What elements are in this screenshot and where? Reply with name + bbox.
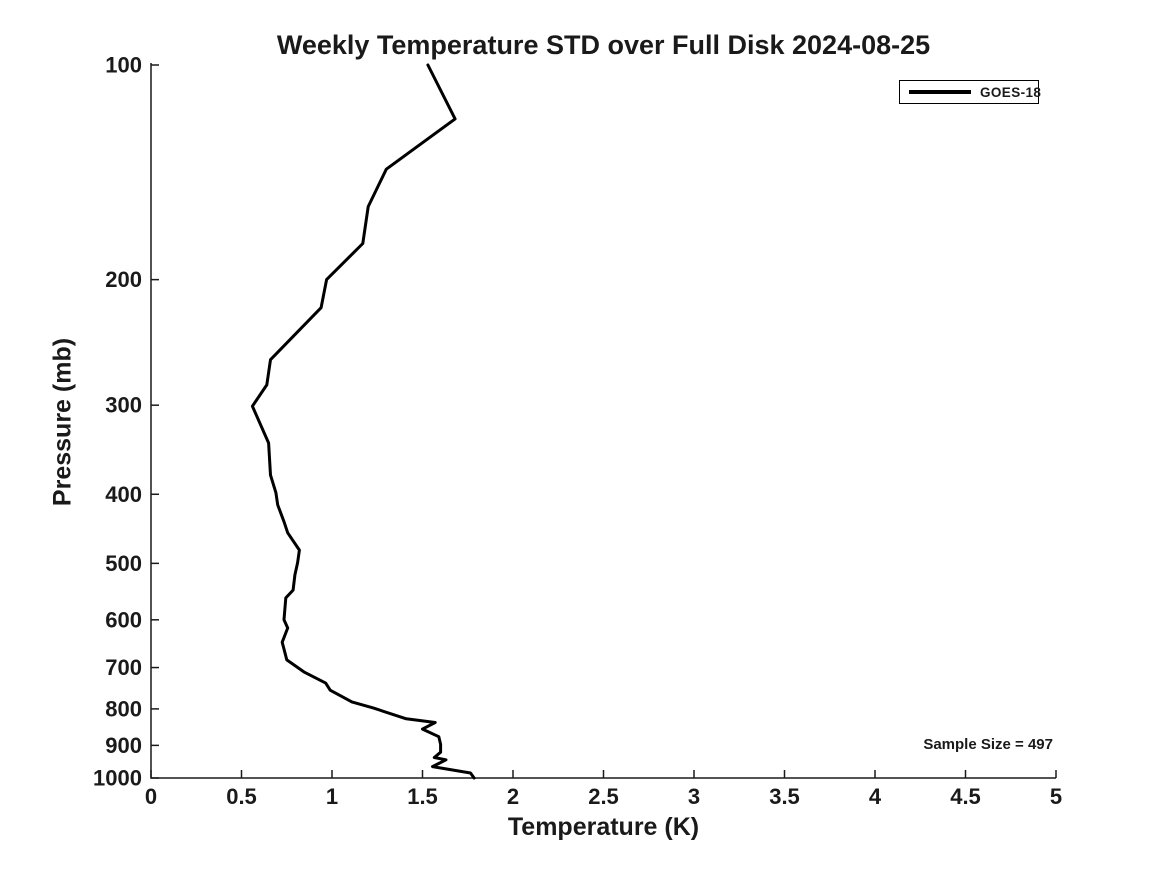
y-tick-label: 600 [105, 607, 142, 632]
y-tick-label: 200 [105, 267, 142, 292]
x-tick-label: 4.5 [950, 784, 981, 809]
y-tick-label: 300 [105, 393, 142, 418]
legend-line-sample [909, 90, 971, 94]
y-tick-label: 900 [105, 733, 142, 758]
y-tick-label: 1000 [93, 766, 142, 791]
data-line-goes-18 [250, 63, 476, 780]
y-tick-label: 500 [105, 551, 142, 576]
x-tick-label: 1.5 [407, 784, 438, 809]
y-tick-label: 800 [105, 696, 142, 721]
x-tick-label: 2 [507, 784, 519, 809]
sample-size-annotation: Sample Size = 497 [923, 736, 1053, 753]
x-tick-label: 4 [869, 784, 882, 809]
y-tick-label: 400 [105, 482, 142, 507]
x-tick-label: 3 [688, 784, 700, 809]
y-tick-label: 700 [105, 655, 142, 680]
chart-title: Weekly Temperature STD over Full Disk 20… [276, 30, 931, 60]
x-tick-label: 0.5 [226, 784, 257, 809]
x-tick-label: 5 [1050, 784, 1062, 809]
x-axis-label: Temperature (K) [507, 813, 700, 841]
x-tick-label: 1 [326, 784, 338, 809]
x-tick-label: 3.5 [769, 784, 800, 809]
y-tick-label: 100 [105, 53, 142, 78]
legend-series-label: GOES-18 [980, 84, 1042, 100]
axis-spines [150, 63, 1056, 779]
x-tick-label: 2.5 [588, 784, 619, 809]
legend: GOES-18 [899, 80, 1042, 104]
x-tick-label: 0 [145, 784, 157, 809]
y-axis-label: Pressure (mb) [48, 337, 77, 507]
